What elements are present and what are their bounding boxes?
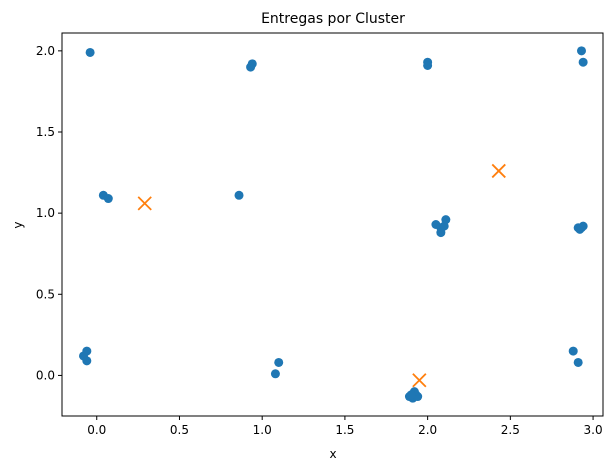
y-tick-label: 0.5 [36,287,55,301]
delivery-point [578,57,588,67]
x-axis-label: x [329,447,336,461]
x-tick-label: 2.0 [418,423,437,437]
delivery-point [247,59,257,69]
centroid-marker [137,196,152,211]
delivery-point [274,357,284,367]
delivery-point [406,390,416,400]
axis-ticks: 0.0 0.5 1.0 1.5 2.0 2.5 3.0 0.0 0.5 1.0 1.5 2.0 [36,44,603,437]
x-tick-label: 1.0 [253,423,272,437]
delivery-point [423,60,433,70]
delivery-point [270,369,280,379]
y-tick-label: 1.5 [36,125,55,139]
y-tick-label: 2.0 [36,44,55,58]
x-tick-label: 1.5 [335,423,354,437]
centroid-marker [491,163,506,179]
plot-frame [61,32,604,417]
delivery-point [568,346,578,356]
delivery-point [82,356,92,366]
x-tick-label: 0.5 [170,423,189,437]
delivery-point [82,346,92,356]
x-tick-label: 2.5 [501,423,520,437]
delivery-point [576,223,586,233]
delivery-point [85,47,95,57]
delivery-point [234,190,244,200]
x-tick-label: 3.0 [584,423,603,437]
data-points [79,46,588,403]
delivery-point [576,46,586,56]
y-tick-label: 0.0 [36,368,55,382]
y-tick-label: 1.0 [36,206,55,220]
x-tick-label: 0.0 [87,423,106,437]
chart-title: Entregas por Cluster [261,11,405,27]
centroid-marker [412,373,427,388]
delivery-point [441,215,451,225]
y-axis-label: y [11,221,25,228]
delivery-point [103,194,113,204]
delivery-point [573,357,583,367]
